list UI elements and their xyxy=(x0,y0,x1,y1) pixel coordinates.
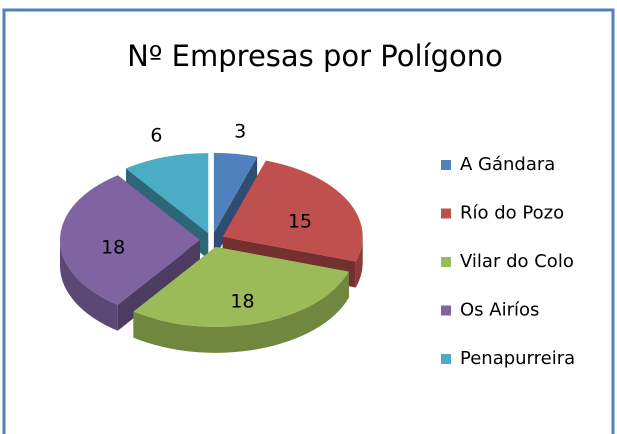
data-label: 18 xyxy=(230,291,254,313)
legend-label: A Gándara xyxy=(460,154,555,175)
slice xyxy=(222,160,363,262)
legend-label: Os Airíos xyxy=(460,300,539,321)
slice-side xyxy=(355,236,363,288)
chart-border xyxy=(2,8,615,434)
legend-label: Río do Pozo xyxy=(460,203,564,224)
legend-swatch xyxy=(441,354,451,364)
legend-swatch xyxy=(441,160,451,170)
slice-side xyxy=(60,240,118,331)
legend-label: Penapurreira xyxy=(460,348,575,369)
slice xyxy=(133,246,349,327)
legend: A Gándara Río do Pozo Vilar do Colo Os Airí… xyxy=(441,154,575,369)
legend-swatch xyxy=(441,208,451,219)
chart-title: Nº Empresas por Polígono xyxy=(127,39,503,73)
data-label: 18 xyxy=(101,237,125,259)
legend-swatch xyxy=(441,305,451,316)
pie: 3 15 18 18 6 xyxy=(59,121,363,353)
legend-swatch xyxy=(441,257,451,267)
slice xyxy=(126,153,209,234)
legend-label: Vilar do Colo xyxy=(460,251,574,272)
data-label: 3 xyxy=(234,121,246,143)
data-label: 15 xyxy=(288,211,312,233)
data-label: 6 xyxy=(150,124,162,146)
slice xyxy=(59,175,201,305)
slice xyxy=(213,152,258,233)
slice-side xyxy=(133,271,349,353)
